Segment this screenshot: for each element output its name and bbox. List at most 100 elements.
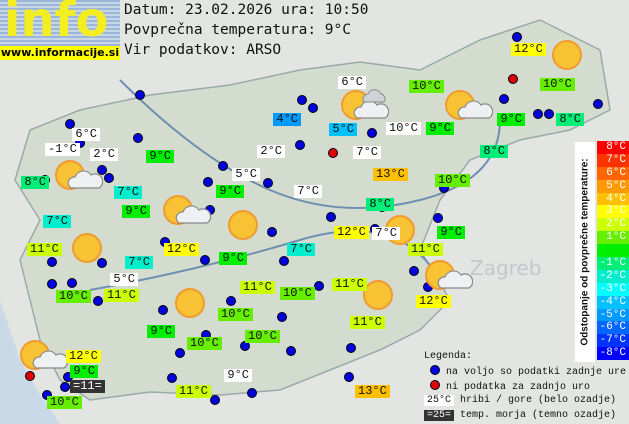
station-dot[interactable] bbox=[167, 373, 177, 383]
station-dot[interactable] bbox=[326, 212, 336, 222]
logo-url[interactable]: www.informacije.si bbox=[0, 46, 120, 60]
station-dot[interactable] bbox=[346, 343, 356, 353]
sun-icon bbox=[363, 280, 393, 310]
station-dot[interactable] bbox=[203, 177, 213, 187]
temperature-label: 5°C bbox=[232, 168, 260, 181]
temperature-label: 10°C bbox=[56, 290, 91, 303]
station-dot[interactable] bbox=[218, 161, 228, 171]
station-dot[interactable] bbox=[433, 213, 443, 223]
temperature-label: 9°C bbox=[216, 185, 244, 198]
station-dot[interactable] bbox=[47, 279, 57, 289]
temperature-label: 7°C bbox=[372, 227, 400, 240]
station-dot[interactable] bbox=[135, 90, 145, 100]
scale-step: -3°C bbox=[597, 282, 629, 296]
station-dot[interactable] bbox=[175, 348, 185, 358]
date-line: Datum: 23.02.2026 ura: 10:50 bbox=[124, 2, 369, 18]
sun-icon bbox=[72, 233, 102, 263]
temperature-label: 9°C bbox=[224, 369, 252, 382]
station-dot-no-data[interactable] bbox=[508, 74, 518, 84]
station-dot[interactable] bbox=[104, 173, 114, 183]
station-dot[interactable] bbox=[65, 119, 75, 129]
temperature-label: 11°C bbox=[104, 289, 139, 302]
station-dot[interactable] bbox=[544, 109, 554, 119]
scale-step: -1°C bbox=[597, 257, 629, 270]
station-dot[interactable] bbox=[133, 133, 143, 143]
temperature-label: 12°C bbox=[164, 243, 199, 256]
sun-cloud-icon bbox=[425, 260, 473, 290]
temperature-label: 10°C bbox=[409, 80, 444, 93]
temperature-label: 13°C bbox=[373, 168, 408, 181]
station-dot[interactable] bbox=[409, 266, 419, 276]
legend-mountain-sample: 25°C bbox=[424, 395, 455, 406]
temperature-label: 10°C bbox=[280, 287, 315, 300]
station-dot[interactable] bbox=[200, 255, 210, 265]
scale-step: -5°C bbox=[597, 308, 629, 322]
scale-step: 6°C bbox=[597, 166, 629, 180]
station-dot[interactable] bbox=[533, 109, 543, 119]
temperature-label: 11°C bbox=[176, 385, 211, 398]
temperature-label: 9°C bbox=[70, 365, 98, 378]
temperature-label: 12°C bbox=[416, 295, 451, 308]
temperature-label: 10°C bbox=[435, 174, 470, 187]
temperature-label: 7°C bbox=[125, 256, 153, 269]
data-source: Vir podatkov: ARSO bbox=[124, 42, 282, 58]
temperature-label: 11°C bbox=[240, 281, 275, 294]
temperature-label: 2°C bbox=[90, 148, 118, 161]
temperature-label: 10°C bbox=[540, 78, 575, 91]
station-dot[interactable] bbox=[499, 94, 509, 104]
station-dot[interactable] bbox=[308, 103, 318, 113]
station-dot[interactable] bbox=[97, 258, 107, 268]
scale-step: 3°C bbox=[597, 205, 629, 219]
station-dot[interactable] bbox=[158, 305, 168, 315]
temperature-label: 11°C bbox=[332, 278, 367, 291]
station-dot[interactable] bbox=[297, 95, 307, 105]
station-dot[interactable] bbox=[47, 257, 57, 267]
station-dot[interactable] bbox=[67, 278, 77, 288]
scale-title-text: Odstopanje od povprečne temperature: bbox=[579, 158, 591, 346]
station-dot[interactable] bbox=[97, 165, 107, 175]
station-dot-no-data[interactable] bbox=[25, 371, 35, 381]
logo[interactable]: info www.informacije.si bbox=[0, 0, 120, 60]
temperature-label: 6°C bbox=[338, 76, 366, 89]
station-dot[interactable] bbox=[314, 281, 324, 291]
station-dot[interactable] bbox=[286, 346, 296, 356]
station-dot[interactable] bbox=[210, 395, 220, 405]
temperature-label: 7°C bbox=[287, 243, 315, 256]
station-dot[interactable] bbox=[344, 372, 354, 382]
sun-icon bbox=[552, 40, 582, 70]
legend: Legenda: na voljo so podatki zadnje ure … bbox=[424, 350, 629, 422]
station-dot[interactable] bbox=[93, 296, 103, 306]
sun-cloud-icon bbox=[163, 195, 211, 225]
sun-cloud-icon bbox=[20, 340, 68, 370]
station-dot[interactable] bbox=[60, 382, 70, 392]
temperature-label: 9°C bbox=[497, 113, 525, 126]
temperature-label: 12°C bbox=[511, 43, 546, 56]
station-dot[interactable] bbox=[512, 32, 522, 42]
station-dot[interactable] bbox=[367, 128, 377, 138]
sun-cloud-icon bbox=[341, 89, 389, 120]
temperature-label: 9°C bbox=[219, 252, 247, 265]
scale-step: 5°C bbox=[597, 179, 629, 193]
sun-cloud-icon bbox=[55, 160, 103, 190]
station-dot[interactable] bbox=[593, 99, 603, 109]
temperature-label: 10°C bbox=[218, 308, 253, 321]
temperature-label: 9°C bbox=[122, 205, 150, 218]
scale-step: 7°C bbox=[597, 153, 629, 167]
station-dot-no-data[interactable] bbox=[328, 148, 338, 158]
red-dot-icon bbox=[430, 380, 440, 390]
deviation-scale: 8°C 7°C 6°C 5°C 4°C 3°C 2°C 1°C -1°C -2°C -3°C -4°C… bbox=[597, 141, 629, 361]
station-dot[interactable] bbox=[267, 227, 277, 237]
temperature-label: 8°C bbox=[480, 145, 508, 158]
scale-step: 1°C bbox=[597, 231, 629, 245]
station-dot[interactable] bbox=[263, 178, 273, 188]
station-dot[interactable] bbox=[295, 140, 305, 150]
temperature-label: 10°C bbox=[245, 330, 280, 343]
map-label-zagreb: Zagreb bbox=[470, 256, 541, 280]
sun-icon bbox=[228, 210, 258, 240]
temperature-label: -1°C bbox=[45, 143, 80, 156]
station-dot[interactable] bbox=[277, 312, 287, 322]
station-dot[interactable] bbox=[247, 388, 257, 398]
station-dot[interactable] bbox=[226, 296, 236, 306]
blue-dot-icon bbox=[430, 365, 440, 375]
station-dot[interactable] bbox=[279, 256, 289, 266]
